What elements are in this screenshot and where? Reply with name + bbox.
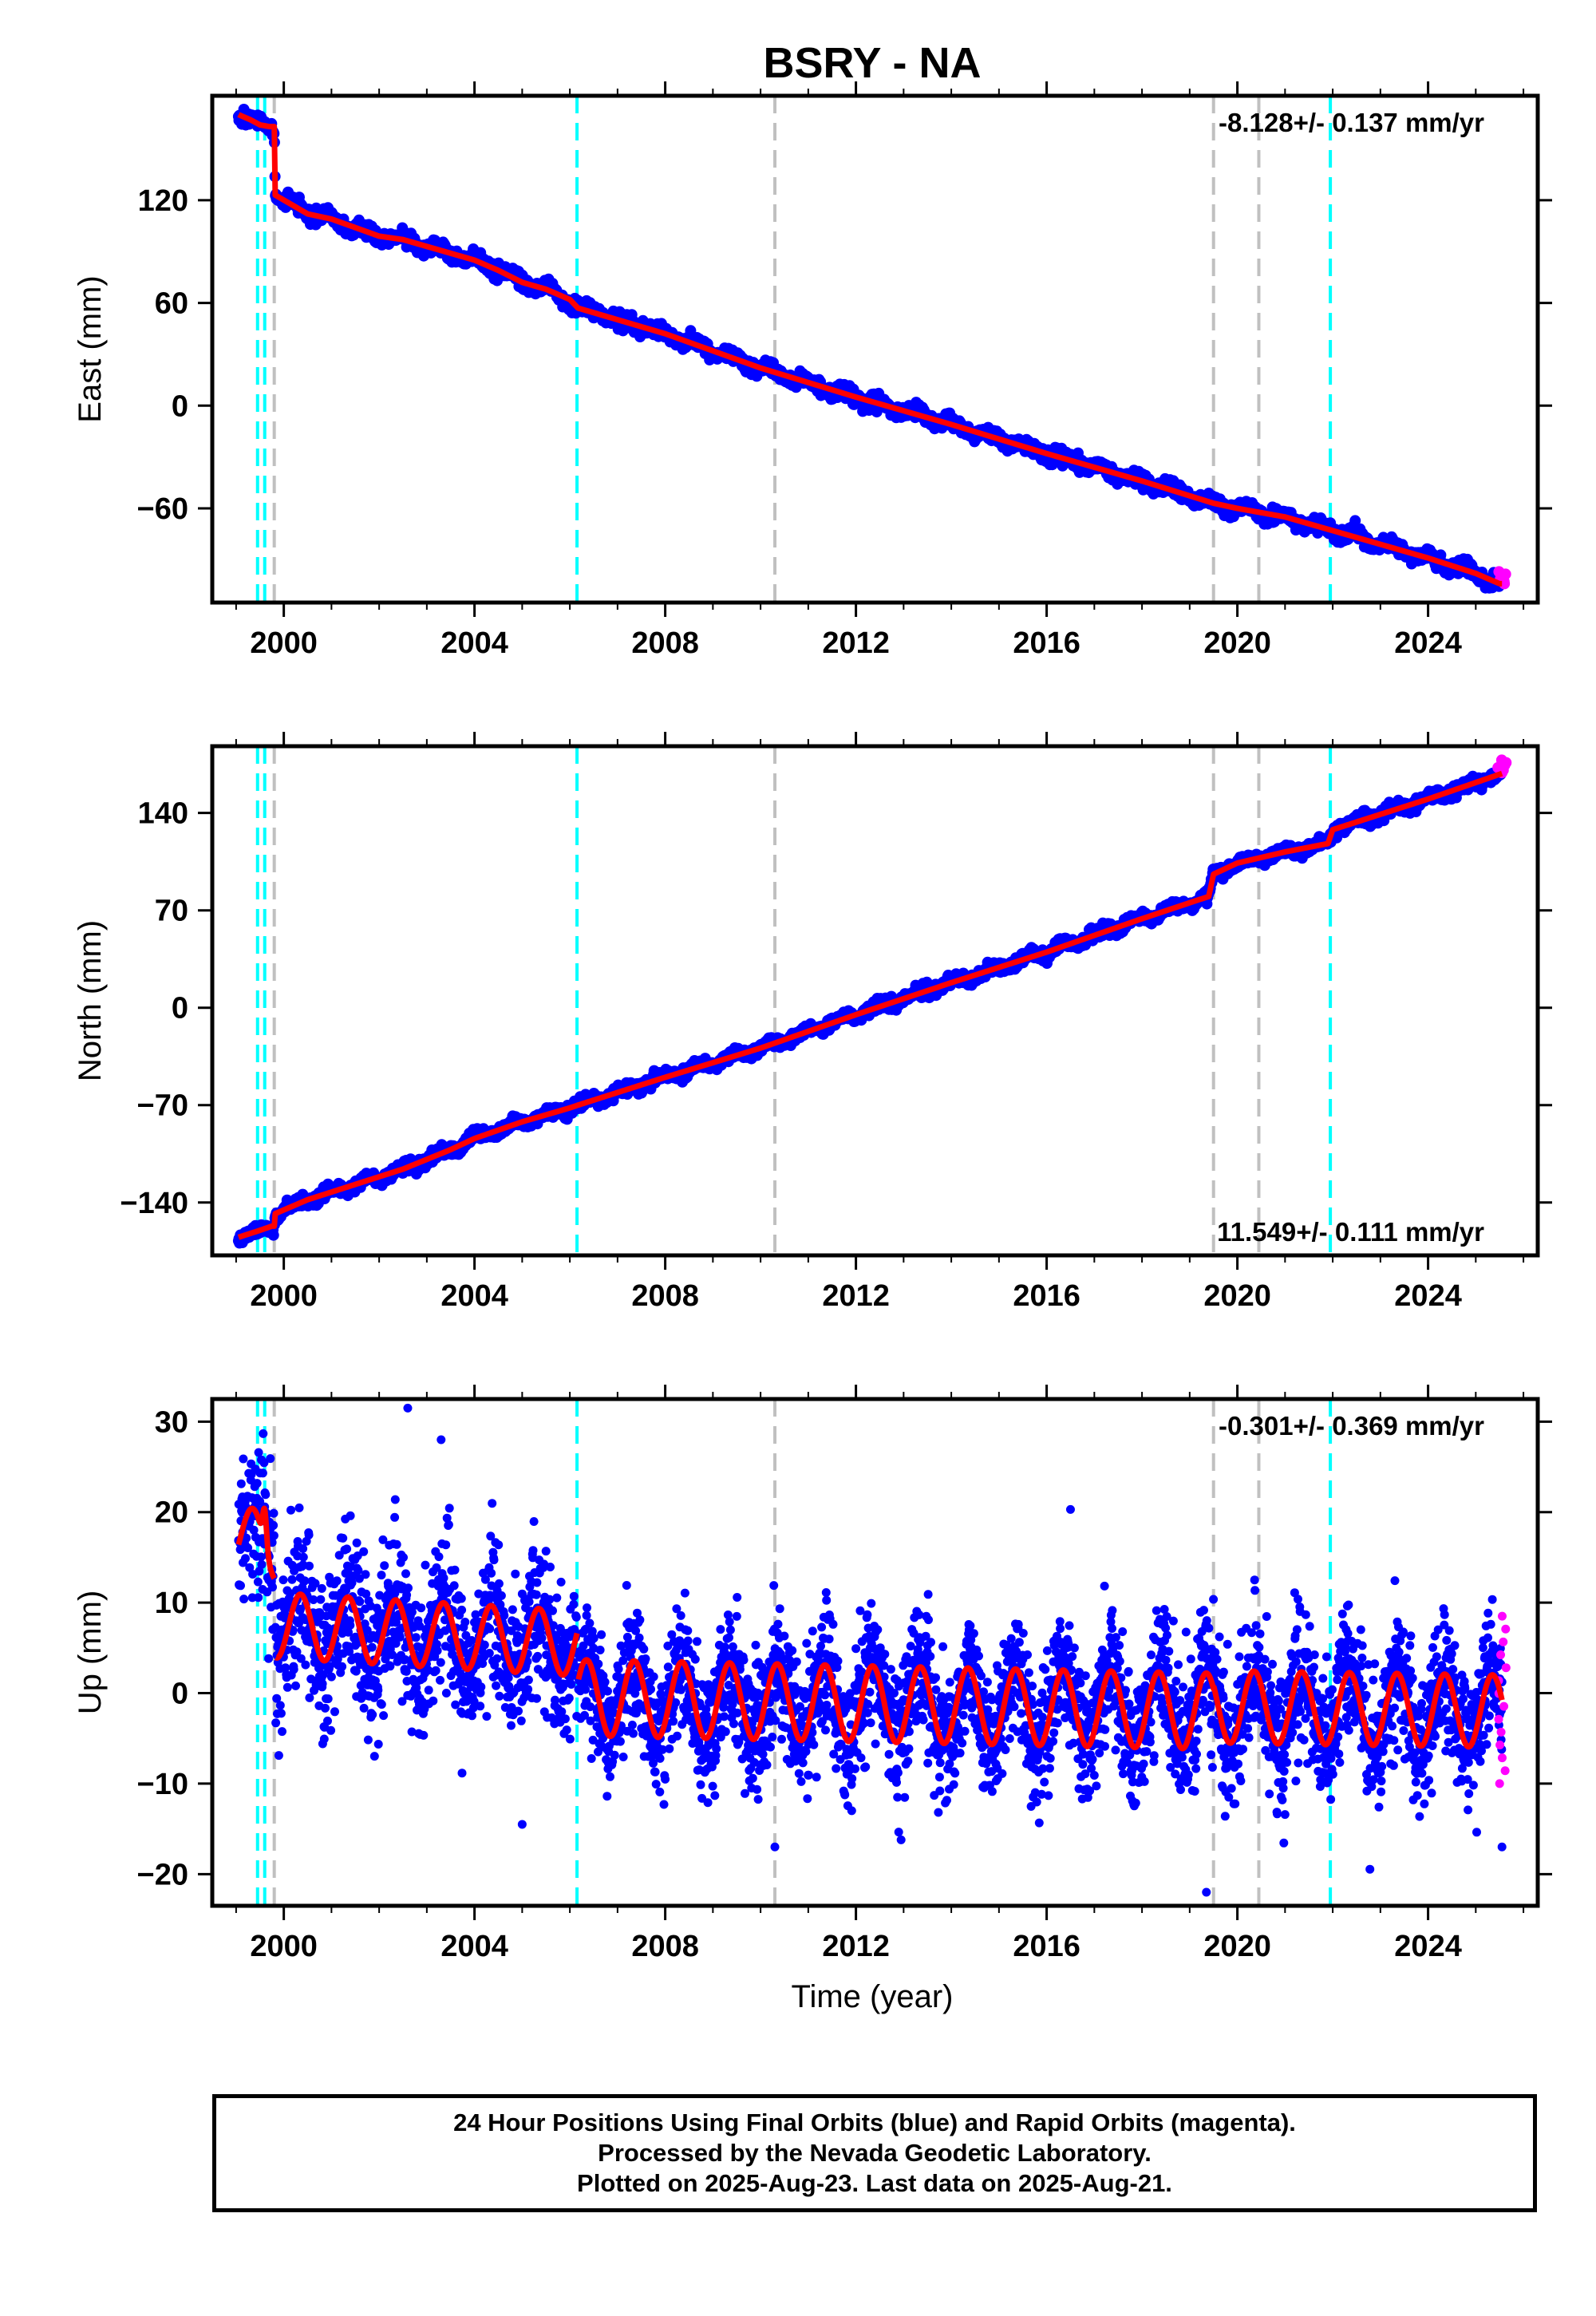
final-orbits-series — [232, 763, 1508, 1249]
y-axis-label: East (mm) — [73, 275, 108, 422]
x-tick-label: 2004 — [440, 626, 508, 660]
x-tick-label: 2020 — [1203, 626, 1271, 660]
x-tick-label: 2008 — [631, 626, 699, 660]
chart-title: BSRY - NA — [763, 39, 981, 87]
rate-label: -8.128+/- 0.137 mm/yr — [1219, 108, 1484, 137]
x-tick-label: 2000 — [250, 626, 318, 660]
panels-container: 2000 2004 2008 2012 2016 2020 2024 120 60 0 −60 Eas… — [73, 81, 1552, 1963]
x-tick-label: 2012 — [822, 626, 890, 660]
data-point — [267, 1229, 279, 1241]
y-tick-label: 60 — [155, 287, 188, 321]
x-tick-label: 2016 — [1013, 626, 1080, 660]
y-tick-label: 120 — [138, 184, 188, 218]
panel-north: 2000 2004 2008 2012 2016 2020 2024140700−70−14… — [73, 732, 1552, 1313]
plot-area-east — [232, 96, 1511, 603]
final-orbits-series — [232, 104, 1508, 594]
y-tick-label: −60 — [137, 492, 188, 526]
x-tick-label: 2024 — [1394, 626, 1462, 660]
y-tick-label: 0 — [172, 389, 188, 423]
rapid-point — [1493, 566, 1505, 578]
panel-east: 2000 2004 2008 2012 2016 2020 2024 120 60 0 −60 Eas… — [73, 81, 1552, 660]
plot-area-north — [232, 746, 1512, 1255]
